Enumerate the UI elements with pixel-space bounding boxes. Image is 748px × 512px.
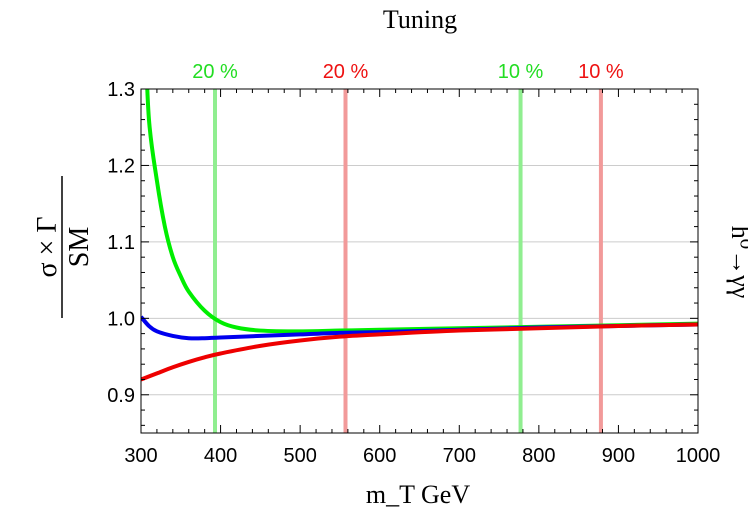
y-axis-label: σ × Γ SM bbox=[32, 176, 95, 318]
y-label-denominator: SM bbox=[64, 227, 95, 268]
tuning-label: 10 % bbox=[498, 61, 544, 83]
y-tick-label: 1.3 bbox=[107, 79, 135, 101]
plot-frame bbox=[140, 88, 699, 434]
axis-ticks: 300 400 500 600 700 800 900 1000 0.9 1.0 1.1 1.2 1.3 bbox=[107, 79, 720, 467]
y-tick-label: 1.0 bbox=[107, 308, 135, 330]
chart-title: Tuning bbox=[383, 5, 457, 34]
x-tick-label: 900 bbox=[602, 445, 635, 467]
series-line bbox=[141, 322, 698, 382]
y-label-numerator: σ × Γ bbox=[32, 216, 63, 277]
grid-lines bbox=[141, 88, 698, 396]
data-series bbox=[141, 89, 698, 382]
y-tick-label: 1.1 bbox=[107, 232, 135, 254]
y-tick-label: 1.2 bbox=[107, 155, 135, 177]
x-tick-label: 400 bbox=[204, 445, 237, 467]
tuning-label: 10 % bbox=[578, 61, 624, 83]
x-axis-label: m_T GeV bbox=[366, 480, 470, 509]
x-tick-label: 300 bbox=[124, 445, 157, 467]
tuning-label: 20 % bbox=[323, 61, 369, 83]
x-tick-label: 800 bbox=[522, 445, 555, 467]
y-tick-label: 0.9 bbox=[107, 385, 135, 407]
x-tick-label: 700 bbox=[443, 445, 476, 467]
right-axis-label: h⁰→γγ bbox=[726, 226, 748, 298]
x-tick-label: 600 bbox=[363, 445, 396, 467]
x-tick-label: 1000 bbox=[676, 445, 721, 467]
x-tick-label: 500 bbox=[283, 445, 316, 467]
tuning-label: 20 % bbox=[192, 61, 238, 83]
tuning-lines: 20 % 20 % 10 % 10 % bbox=[192, 61, 624, 433]
